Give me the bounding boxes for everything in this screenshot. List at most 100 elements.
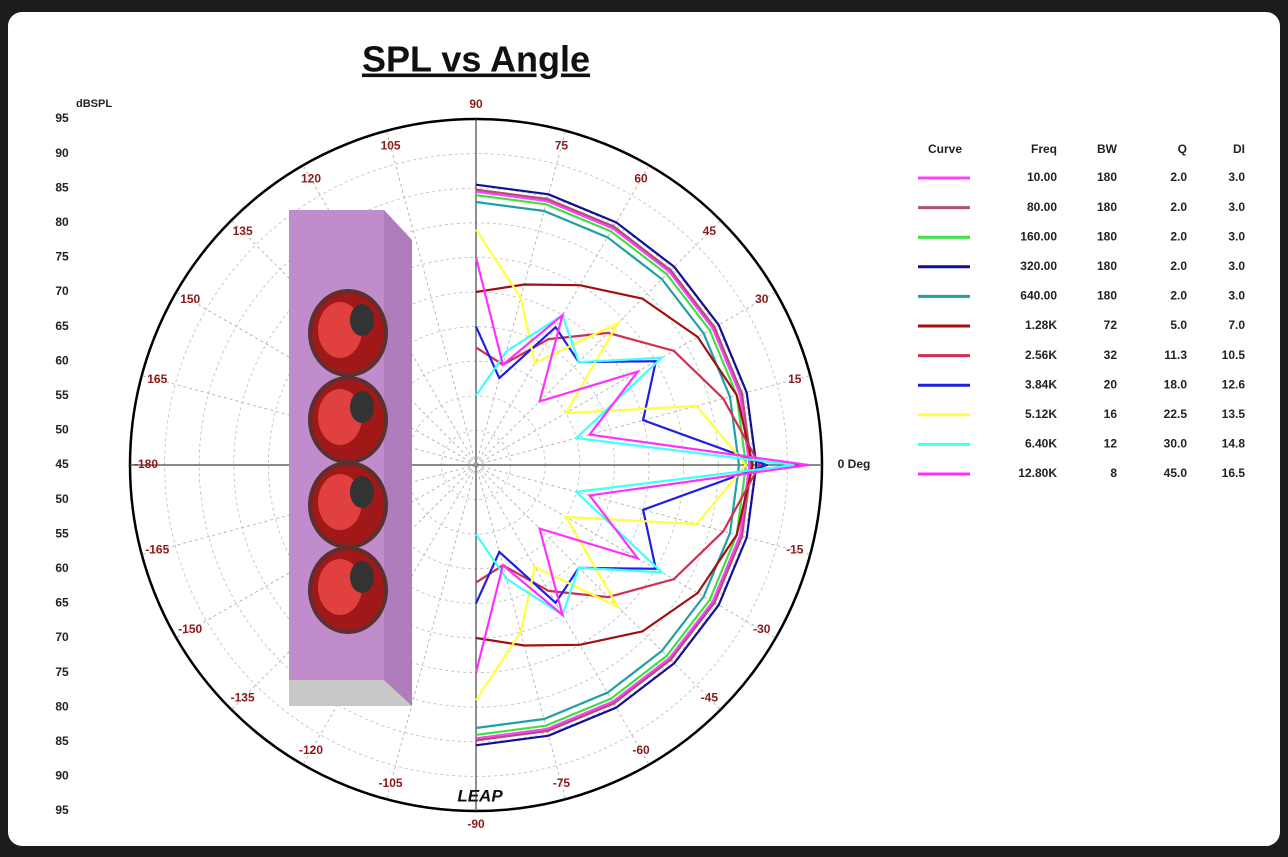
angle-tick-label: 45 [703, 224, 717, 238]
legend-name: 3.84K [1025, 377, 1057, 391]
legend-name: 1.28K [1025, 318, 1057, 332]
legend-di: 3.0 [1228, 259, 1245, 273]
legend-q: 30.0 [1164, 437, 1188, 451]
r-tick-label: 75 [55, 665, 69, 679]
chart-title: SPL vs Angle [362, 39, 590, 80]
legend-q: 2.0 [1170, 289, 1187, 303]
r-axis-label: dBSPL [76, 98, 112, 110]
angle-tick-label: -30 [753, 622, 771, 636]
r-tick-label: 80 [55, 699, 69, 713]
r-tick-label: 95 [55, 803, 69, 817]
angle-tick-label: 0 Deg [838, 457, 871, 471]
r-tick-label: 85 [55, 734, 69, 748]
legend-di: 7.0 [1228, 318, 1245, 332]
r-tick-label: 55 [55, 388, 69, 402]
angle-tick-label: 135 [233, 224, 253, 238]
panel [8, 12, 1280, 846]
r-tick-label: 80 [55, 215, 69, 229]
legend-name: 160.00 [1020, 229, 1057, 243]
r-tick-label: 85 [55, 180, 69, 194]
legend-di: 14.8 [1222, 437, 1246, 451]
legend-di: 10.5 [1222, 348, 1246, 362]
legend-name: 640.00 [1020, 289, 1057, 303]
r-tick-label: 90 [55, 769, 69, 783]
legend-q: 2.0 [1170, 259, 1187, 273]
angle-tick-label: 60 [634, 171, 648, 185]
r-tick-label: 90 [55, 146, 69, 160]
legend-di: 12.6 [1222, 377, 1246, 391]
legend-name: 10.00 [1027, 170, 1057, 184]
legend-di: 3.0 [1228, 229, 1245, 243]
angle-tick-label: 15 [788, 372, 802, 386]
angle-tick-label: -150 [178, 622, 202, 636]
angle-tick-label: -120 [299, 743, 323, 757]
legend-q: 45.0 [1164, 466, 1188, 480]
r-tick-label: 65 [55, 319, 69, 333]
r-tick-label: 60 [55, 561, 69, 575]
legend-name: 6.40K [1025, 437, 1057, 451]
legend-header: BW [1097, 142, 1118, 156]
legend-name: 12.80K [1018, 466, 1057, 480]
legend-bw: 16 [1104, 407, 1118, 421]
angle-tick-label: -45 [701, 691, 719, 705]
legend-q: 5.0 [1170, 318, 1187, 332]
legend-bw: 180 [1097, 289, 1117, 303]
annotation: LEAP [457, 786, 503, 805]
angle-tick-label: -165 [145, 543, 169, 557]
r-tick-label: 50 [55, 492, 69, 506]
legend-bw: 20 [1104, 377, 1118, 391]
angle-tick-label: -75 [553, 776, 571, 790]
legend-di: 3.0 [1228, 289, 1245, 303]
legend-name: 320.00 [1020, 259, 1057, 273]
angle-tick-label: -105 [379, 776, 403, 790]
legend-header: DI [1233, 142, 1245, 156]
r-tick-label: 75 [55, 250, 69, 264]
r-tick-label: 95 [55, 111, 69, 125]
r-tick-label: 70 [55, 284, 69, 298]
grid [130, 119, 822, 811]
r-tick-label: 55 [55, 526, 69, 540]
legend-q: 11.3 [1164, 348, 1187, 362]
legend-q: 2.0 [1170, 200, 1187, 214]
angle-tick-label: 150 [180, 292, 200, 306]
speaker-drawing [289, 210, 412, 706]
legend-header: Freq [1031, 142, 1057, 156]
legend-bw: 180 [1097, 170, 1117, 184]
legend-name: 80.00 [1027, 200, 1057, 214]
legend-bw: 180 [1097, 259, 1117, 273]
legend-di: 13.5 [1222, 407, 1246, 421]
angle-tick-label: -180 [134, 457, 158, 471]
angle-tick-label: -90 [467, 817, 485, 831]
legend-bw: 32 [1104, 348, 1118, 362]
angle-tick-label: 75 [555, 138, 569, 152]
legend-name: 5.12K [1025, 407, 1057, 421]
legend-q: 2.0 [1170, 229, 1187, 243]
angle-tick-label: 30 [755, 292, 769, 306]
legend-q: 22.5 [1164, 407, 1188, 421]
angle-tick-label: 120 [301, 171, 321, 185]
legend-q: 18.0 [1164, 377, 1188, 391]
legend-bw: 180 [1097, 200, 1117, 214]
r-tick-label: 70 [55, 630, 69, 644]
legend-bw: 12 [1104, 437, 1118, 451]
legend-di: 3.0 [1228, 170, 1245, 184]
r-tick-label: 50 [55, 423, 69, 437]
angle-tick-label: 165 [147, 372, 167, 386]
legend-header: Q [1178, 142, 1187, 156]
angle-tick-label: -60 [632, 743, 650, 757]
page: {"chart_data": {"type": "polar", "title"… [0, 0, 1288, 857]
legend-header: Curve [928, 142, 962, 156]
legend-name: 2.56K [1025, 348, 1057, 362]
r-tick-label: 65 [55, 596, 69, 610]
r-tick-label: 60 [55, 353, 69, 367]
chart: SPL vs Angle dBSPL 95 90 85 80 75 70 65 60 55 50 4… [0, 0, 1288, 857]
legend-q: 2.0 [1170, 170, 1187, 184]
legend-bw: 8 [1110, 466, 1117, 480]
angle-tick-label: 90 [469, 97, 483, 111]
legend-bw: 72 [1104, 318, 1118, 332]
angle-tick-label: -15 [786, 543, 804, 557]
legend-di: 3.0 [1228, 200, 1245, 214]
legend-bw: 180 [1097, 229, 1117, 243]
r-tick-label: 45 [55, 457, 69, 471]
legend-di: 16.5 [1222, 466, 1246, 480]
